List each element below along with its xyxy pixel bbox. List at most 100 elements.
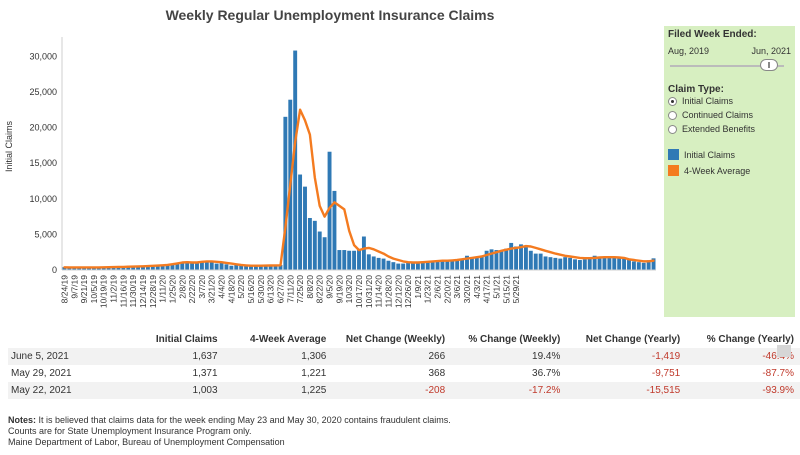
- bar[interactable]: [366, 254, 371, 270]
- bar[interactable]: [582, 259, 587, 270]
- bar[interactable]: [317, 231, 322, 270]
- date-range-slider-handle[interactable]: [760, 59, 778, 71]
- bar[interactable]: [622, 258, 627, 270]
- bar[interactable]: [577, 260, 582, 270]
- bar[interactable]: [627, 260, 631, 270]
- radio-extended-benefits[interactable]: [668, 124, 677, 134]
- bar[interactable]: [587, 258, 592, 270]
- bar[interactable]: [322, 237, 327, 270]
- bar[interactable]: [425, 261, 430, 270]
- bar[interactable]: [617, 257, 622, 270]
- bar[interactable]: [543, 256, 548, 270]
- bar[interactable]: [72, 267, 77, 270]
- bar[interactable]: [190, 262, 195, 270]
- date-range-slider[interactable]: [670, 65, 784, 67]
- bar[interactable]: [396, 263, 401, 270]
- bar[interactable]: [327, 151, 332, 270]
- bar[interactable]: [175, 262, 180, 270]
- bar[interactable]: [573, 259, 577, 270]
- bar[interactable]: [435, 260, 440, 270]
- bar[interactable]: [170, 263, 175, 270]
- bar[interactable]: [337, 250, 342, 270]
- table-scrollbar[interactable]: [777, 345, 791, 357]
- claim-type-option-extended[interactable]: Extended Benefits: [668, 124, 755, 134]
- bar[interactable]: [376, 257, 381, 270]
- bar[interactable]: [523, 247, 528, 270]
- bar[interactable]: [185, 262, 190, 270]
- bar[interactable]: [592, 255, 597, 270]
- bar[interactable]: [293, 50, 298, 270]
- bar[interactable]: [528, 250, 533, 270]
- bar[interactable]: [352, 250, 357, 270]
- bar[interactable]: [209, 261, 214, 270]
- bar[interactable]: [307, 217, 312, 270]
- radio-initial-claims[interactable]: [668, 96, 677, 106]
- bar[interactable]: [165, 264, 170, 270]
- bar[interactable]: [631, 261, 636, 270]
- bar[interactable]: [278, 265, 283, 270]
- bar[interactable]: [234, 265, 239, 270]
- bar[interactable]: [204, 260, 209, 270]
- bar[interactable]: [145, 266, 150, 270]
- bar[interactable]: [195, 262, 199, 270]
- bar[interactable]: [469, 257, 474, 270]
- bar[interactable]: [87, 267, 91, 270]
- bar[interactable]: [180, 262, 185, 270]
- bar[interactable]: [563, 257, 568, 270]
- bar[interactable]: [91, 267, 96, 270]
- bar[interactable]: [641, 262, 646, 270]
- bar[interactable]: [283, 116, 288, 270]
- bar[interactable]: [249, 266, 253, 270]
- bar[interactable]: [504, 248, 509, 270]
- bar[interactable]: [357, 250, 361, 270]
- bar[interactable]: [430, 260, 435, 270]
- bar[interactable]: [273, 265, 278, 270]
- bar[interactable]: [77, 267, 82, 270]
- bar[interactable]: [263, 265, 268, 270]
- bar[interactable]: [303, 186, 307, 270]
- bar[interactable]: [111, 267, 116, 270]
- bar[interactable]: [258, 265, 263, 270]
- bar[interactable]: [636, 262, 641, 270]
- bar[interactable]: [268, 265, 273, 270]
- bar[interactable]: [101, 267, 106, 270]
- bar[interactable]: [479, 255, 484, 270]
- bar[interactable]: [420, 261, 425, 270]
- bar[interactable]: [494, 250, 499, 270]
- claim-type-option-initial[interactable]: Initial Claims: [668, 96, 733, 106]
- bar[interactable]: [391, 262, 396, 270]
- legend-item-4-week-average[interactable]: 4-Week Average: [668, 165, 750, 176]
- bar[interactable]: [150, 265, 155, 270]
- bar[interactable]: [519, 244, 523, 270]
- bar[interactable]: [214, 263, 219, 270]
- bar[interactable]: [121, 266, 126, 270]
- bar[interactable]: [253, 265, 258, 270]
- bar[interactable]: [160, 265, 165, 270]
- bar[interactable]: [361, 236, 366, 270]
- bar[interactable]: [450, 260, 455, 270]
- bar[interactable]: [239, 265, 244, 270]
- bar[interactable]: [651, 258, 656, 270]
- bar[interactable]: [141, 266, 145, 270]
- bar[interactable]: [465, 255, 469, 270]
- bar[interactable]: [415, 262, 420, 270]
- radio-continued-claims[interactable]: [668, 110, 677, 120]
- bar[interactable]: [131, 266, 136, 270]
- bar[interactable]: [489, 249, 494, 270]
- bar[interactable]: [440, 261, 445, 270]
- bar[interactable]: [342, 250, 347, 270]
- bar[interactable]: [406, 262, 411, 270]
- bar[interactable]: [455, 259, 460, 270]
- bar[interactable]: [499, 250, 504, 270]
- bar[interactable]: [62, 267, 67, 270]
- bar[interactable]: [509, 242, 514, 270]
- bar[interactable]: [381, 258, 386, 270]
- bar[interactable]: [514, 246, 519, 270]
- claim-type-option-continued[interactable]: Continued Claims: [668, 110, 753, 120]
- bar[interactable]: [244, 265, 249, 270]
- bar[interactable]: [229, 265, 234, 270]
- bar[interactable]: [602, 256, 607, 270]
- bar[interactable]: [116, 266, 121, 270]
- bar[interactable]: [538, 253, 543, 270]
- claims-chart[interactable]: 0 5,000 10,000 15,000 20,000 25,000 30,000 8/24…: [0, 22, 662, 322]
